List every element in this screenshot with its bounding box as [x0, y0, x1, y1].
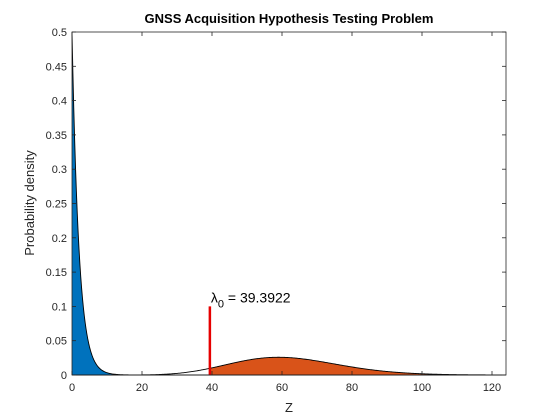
threshold-symbol: λ — [211, 289, 218, 305]
y-tick-label: 0.15 — [46, 267, 67, 279]
threshold-value: = 39.3922 — [224, 289, 291, 305]
y-tick-label: 0.25 — [46, 199, 67, 211]
x-tick-label: 60 — [276, 382, 288, 394]
y-tick-label: 0 — [61, 370, 67, 382]
chart-title: GNSS Acquisition Hypothesis Testing Prob… — [145, 11, 434, 26]
y-tick-label: 0.05 — [46, 336, 67, 348]
y-tick-label: 0.5 — [52, 27, 67, 39]
y-tick-label: 0.2 — [52, 233, 67, 245]
x-tick-label: 40 — [206, 382, 218, 394]
x-tick-label: 0 — [69, 382, 75, 394]
x-tick-label: 120 — [483, 382, 501, 394]
y-tick-label: 0.4 — [52, 96, 67, 108]
y-tick-label: 0.1 — [52, 301, 67, 313]
y-axis-label: Probability density — [22, 150, 37, 256]
y-tick-label: 0.35 — [46, 130, 67, 142]
x-tick-label: 100 — [413, 382, 431, 394]
plot-background — [72, 32, 506, 375]
y-tick-label: 0.45 — [46, 61, 67, 73]
x-tick-label: 20 — [136, 382, 148, 394]
y-tick-label: 0.3 — [52, 164, 67, 176]
x-tick-label: 80 — [346, 382, 358, 394]
x-axis-label: Z — [285, 400, 293, 415]
